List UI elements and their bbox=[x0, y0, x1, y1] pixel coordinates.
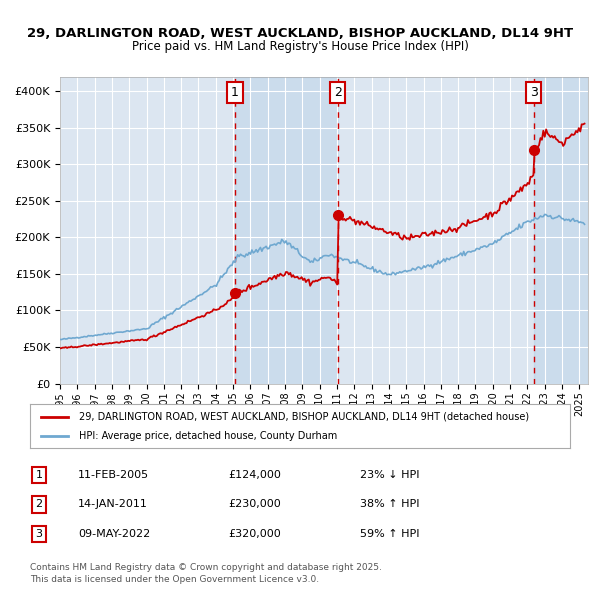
Text: 2: 2 bbox=[334, 86, 341, 99]
Text: Price paid vs. HM Land Registry's House Price Index (HPI): Price paid vs. HM Land Registry's House … bbox=[131, 40, 469, 53]
Text: 3: 3 bbox=[530, 86, 538, 99]
Text: 1: 1 bbox=[35, 470, 43, 480]
Bar bbox=[235, 77, 338, 384]
Text: Contains HM Land Registry data © Crown copyright and database right 2025.: Contains HM Land Registry data © Crown c… bbox=[30, 563, 382, 572]
Text: 2: 2 bbox=[35, 500, 43, 509]
Text: £124,000: £124,000 bbox=[228, 470, 281, 480]
Text: 59% ↑ HPI: 59% ↑ HPI bbox=[360, 529, 419, 539]
Text: £320,000: £320,000 bbox=[228, 529, 281, 539]
Text: 29, DARLINGTON ROAD, WEST AUCKLAND, BISHOP AUCKLAND, DL14 9HT (detached house): 29, DARLINGTON ROAD, WEST AUCKLAND, BISH… bbox=[79, 412, 529, 421]
Text: £230,000: £230,000 bbox=[228, 500, 281, 509]
Text: 29, DARLINGTON ROAD, WEST AUCKLAND, BISHOP AUCKLAND, DL14 9HT: 29, DARLINGTON ROAD, WEST AUCKLAND, BISH… bbox=[27, 27, 573, 40]
Text: 23% ↓ HPI: 23% ↓ HPI bbox=[360, 470, 419, 480]
Text: 38% ↑ HPI: 38% ↑ HPI bbox=[360, 500, 419, 509]
Text: 1: 1 bbox=[231, 86, 239, 99]
Text: This data is licensed under the Open Government Licence v3.0.: This data is licensed under the Open Gov… bbox=[30, 575, 319, 584]
Text: 3: 3 bbox=[35, 529, 43, 539]
Bar bbox=[533, 77, 588, 384]
Text: 09-MAY-2022: 09-MAY-2022 bbox=[78, 529, 150, 539]
Text: 11-FEB-2005: 11-FEB-2005 bbox=[78, 470, 149, 480]
Text: HPI: Average price, detached house, County Durham: HPI: Average price, detached house, Coun… bbox=[79, 431, 337, 441]
Text: 14-JAN-2011: 14-JAN-2011 bbox=[78, 500, 148, 509]
